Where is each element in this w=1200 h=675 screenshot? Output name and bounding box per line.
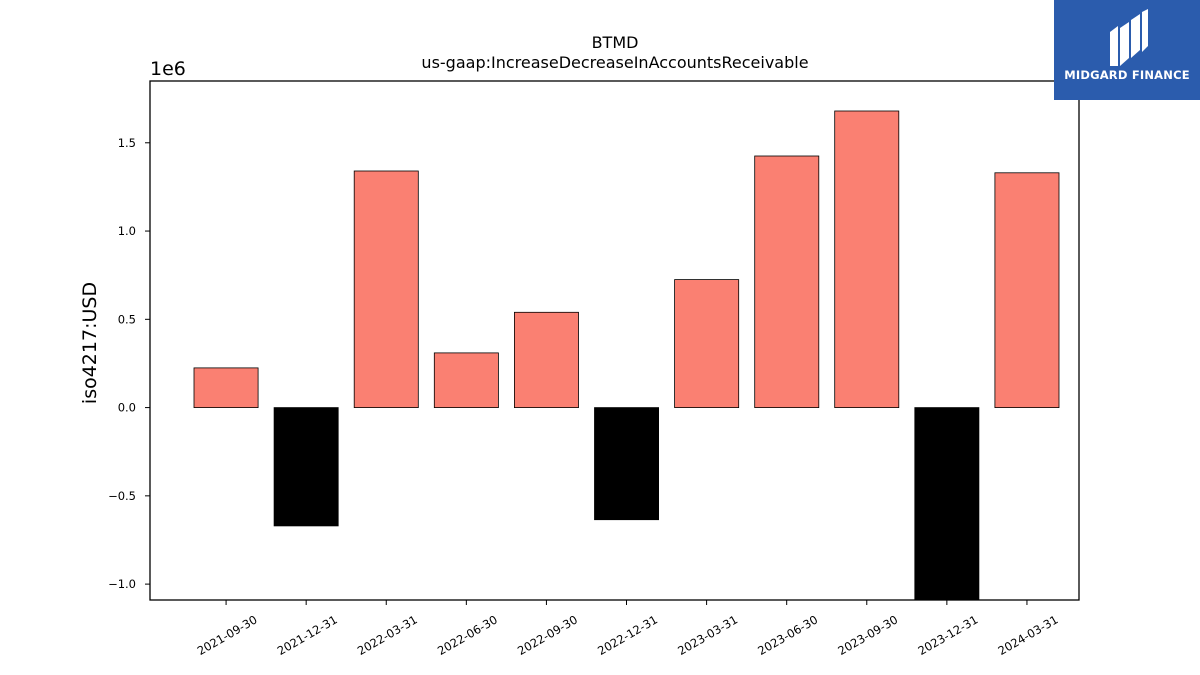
chart-subtitle: us-gaap:IncreaseDecreaseInAccountsReceiv… [421,53,808,72]
bar-2022-09-30 [514,311,579,408]
y-axis-label: iso4217:USD [79,282,101,404]
x-tick-label: 2022-03-31 [355,612,420,658]
y-tick-label: 1.5 [118,136,136,150]
bar-2023-09-30 [834,110,900,409]
y-ticks-group: −1.0 −0.5 0.0 0.5 1.0 1.5 [108,136,150,591]
x-ticks-group: 2021-09-30 2021-12-31 2022-03-31 2022-06-30… [195,600,1061,658]
bar-2023-06-30 [754,155,820,409]
y-tick-label: −1.0 [108,577,136,591]
chart-title: BTMD [592,33,639,52]
x-tick-label: 2024-03-31 [996,612,1061,658]
brand-logo: MIDGARD FINANCE [1054,0,1200,100]
y-tick-label: 1.0 [118,224,136,238]
bar-2021-12-31 [273,407,339,527]
x-tick-label: 2021-12-31 [275,612,340,658]
x-tick-label: 2023-06-30 [755,612,820,658]
bar-2022-06-30 [433,352,499,408]
y-tick-label: −0.5 [108,489,136,503]
bar-2021-09-30 [193,367,259,408]
bar-2023-03-31 [674,279,740,409]
x-tick-label: 2022-12-31 [595,612,660,658]
bar-2023-12-31 [914,407,980,601]
x-tick-label: 2023-03-31 [675,612,740,658]
x-tick-label: 2022-06-30 [435,612,500,658]
bar-2022-12-31 [594,407,659,521]
y-multiplier-label: 1e6 [150,58,186,80]
brand-name: MIDGARD FINANCE [1064,68,1190,82]
x-tick-label: 2022-09-30 [515,612,580,658]
plot-frame [149,80,1080,601]
midgard-logo-icon [1110,9,1148,66]
bar-2024-03-31 [994,172,1060,409]
y-tick-label: 0.5 [118,312,136,326]
bars-group [193,110,1060,601]
y-tick-label: 0.0 [118,401,136,415]
x-tick-label: 2023-09-30 [835,612,900,658]
x-tick-label: 2023-12-31 [915,612,980,658]
x-tick-label: 2021-09-30 [195,612,260,658]
bar-2022-03-31 [353,170,419,409]
